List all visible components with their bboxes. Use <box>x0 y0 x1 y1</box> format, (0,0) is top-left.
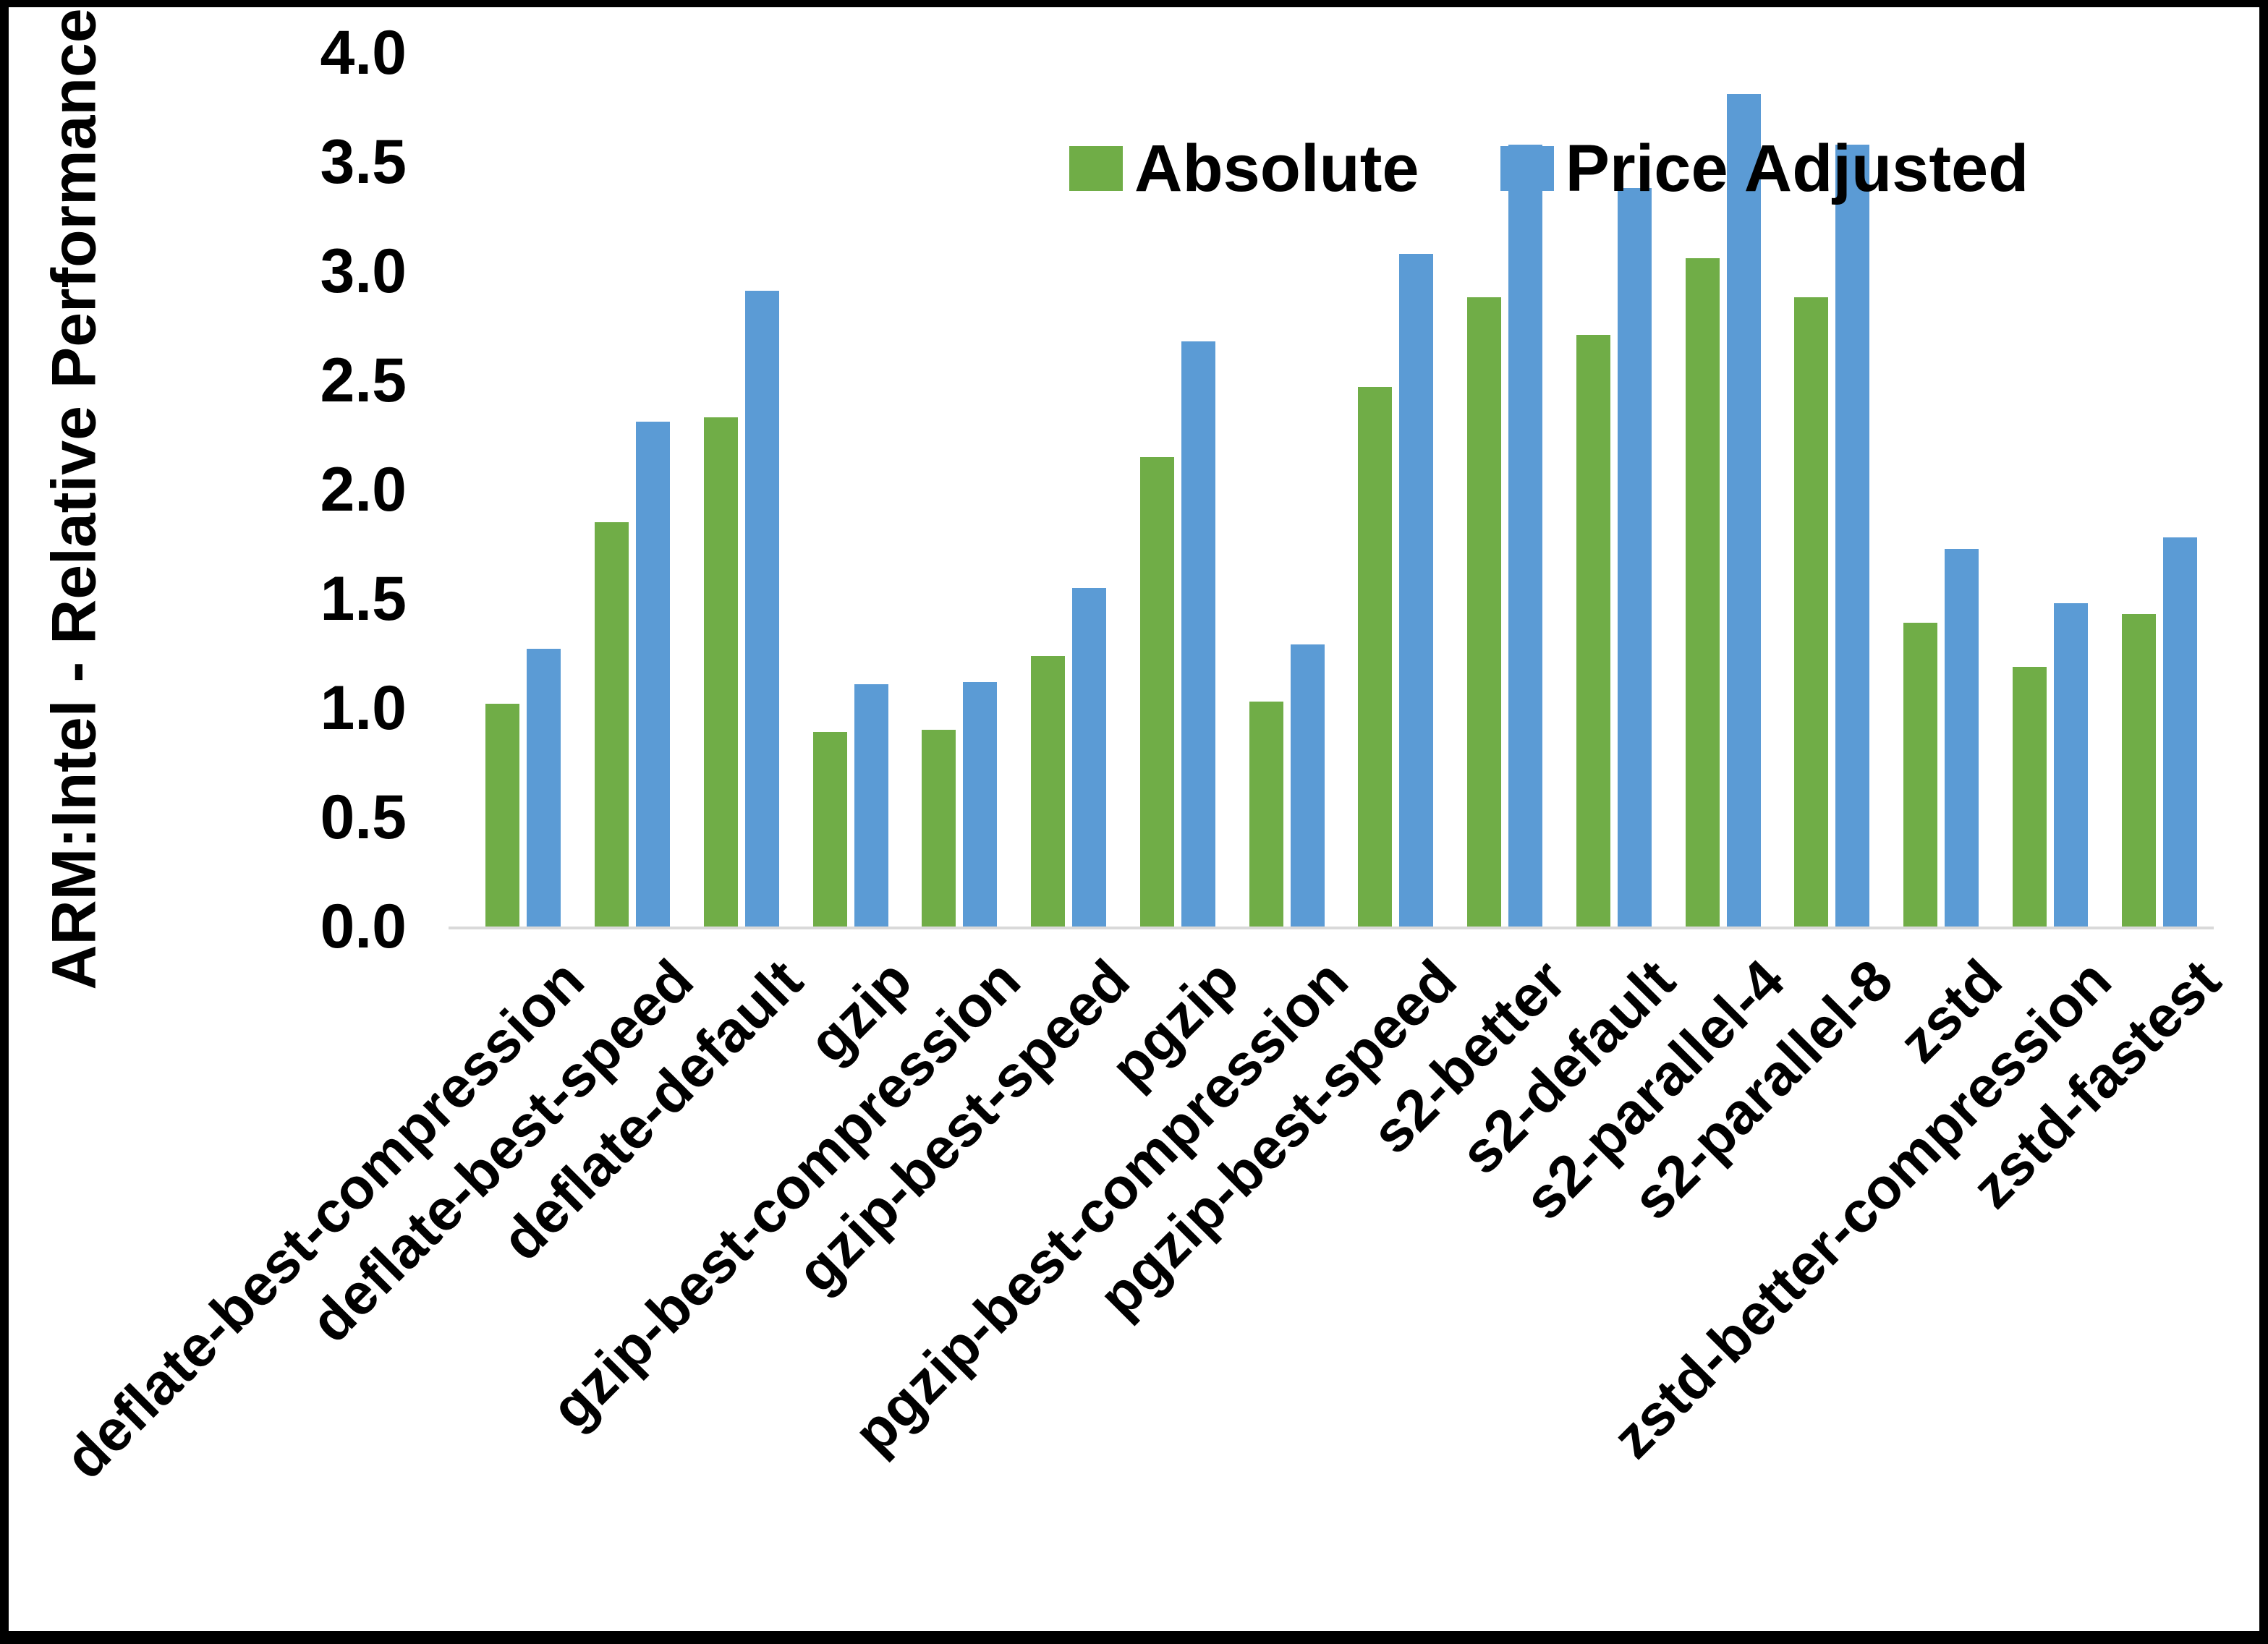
bar-price-adjusted-gzip-best-speed <box>1072 587 1107 927</box>
chart-legend: Absolute Price Adjusted <box>1069 134 2029 203</box>
bar-price-adjusted-deflate-default <box>744 291 779 927</box>
legend-label: Price Adjusted <box>1565 132 2029 205</box>
y-tick-label-3.0: 3.0 <box>320 237 407 306</box>
y-tick-label-0.0: 0.0 <box>320 892 407 961</box>
bar-group-gzip <box>796 53 905 927</box>
legend-item-price-adjusted: Price Adjusted <box>1500 134 2029 203</box>
bar-absolute-s2-better <box>1467 297 1502 927</box>
legend-label: Absolute <box>1134 132 1419 205</box>
bar-price-adjusted-s2-better <box>1508 144 1543 927</box>
bar-price-adjusted-s2-parallel-4 <box>1726 94 1761 927</box>
bar-group-gzip-best-compression <box>905 53 1014 927</box>
bar-absolute-gzip-best-compression <box>922 730 956 927</box>
bar-absolute-deflate-default <box>703 417 738 927</box>
y-tick-label-1.0: 1.0 <box>320 673 407 743</box>
bar-absolute-s2-parallel-8 <box>1794 297 1829 927</box>
bar-absolute-zstd <box>1903 623 1938 927</box>
bar-group-pgzip <box>1124 53 1233 927</box>
bar-group-s2-default <box>1560 53 1669 927</box>
bar-absolute-pgzip-best-compression <box>1249 701 1283 927</box>
bar-absolute-zstd-better-compression <box>2012 666 2047 927</box>
y-axis-title: ARM:Intel - Relative Performance <box>39 8 109 990</box>
legend-swatch-icon <box>1500 146 1554 191</box>
bar-absolute-s2-parallel-4 <box>1685 257 1720 927</box>
bar-absolute-gzip-best-speed <box>1031 655 1066 927</box>
bar-absolute-s2-default <box>1576 334 1610 927</box>
bar-absolute-deflate-best-speed <box>595 522 629 927</box>
bar-price-adjusted-pgzip-best-speed <box>1399 253 1434 927</box>
bar-group-pgzip-best-compression <box>1232 53 1341 927</box>
bar-absolute-pgzip-best-speed <box>1358 387 1393 927</box>
bar-price-adjusted-zstd-better-compression <box>2053 603 2088 927</box>
bar-group-deflate-best-compression <box>469 53 578 927</box>
y-tick-label-1.5: 1.5 <box>320 564 407 634</box>
bar-group-zstd-better-compression <box>1996 53 2105 927</box>
bar-group-s2-better <box>1451 53 1560 927</box>
bar-price-adjusted-gzip <box>854 683 888 927</box>
bar-group-s2-parallel-8 <box>1778 53 1887 927</box>
bar-price-adjusted-deflate-best-compression <box>527 649 561 927</box>
bar-group-pgzip-best-speed <box>1341 53 1451 927</box>
bar-price-adjusted-gzip-best-compression <box>963 681 998 927</box>
bar-absolute-zstd-fastest <box>2121 614 2156 927</box>
bar-price-adjusted-pgzip <box>1181 341 1215 927</box>
bar-absolute-gzip <box>812 732 847 927</box>
bars-container <box>449 53 2214 927</box>
plot-area: Absolute Price Adjusted <box>449 53 2214 929</box>
bar-absolute-pgzip <box>1139 456 1174 927</box>
bar-price-adjusted-pgzip-best-compression <box>1290 644 1325 927</box>
bar-absolute-deflate-best-compression <box>485 703 520 927</box>
bar-price-adjusted-zstd-fastest <box>2162 537 2197 927</box>
y-tick-label-0.5: 0.5 <box>320 783 407 852</box>
y-tick-label-2.0: 2.0 <box>320 455 407 524</box>
y-tick-label-2.5: 2.5 <box>320 346 407 415</box>
bar-group-deflate-best-speed <box>578 53 687 927</box>
bar-price-adjusted-deflate-best-speed <box>636 422 671 927</box>
bar-price-adjusted-s2-default <box>1617 188 1652 927</box>
bar-price-adjusted-zstd <box>1945 548 1979 927</box>
bar-group-deflate-default <box>687 53 797 927</box>
legend-item-absolute: Absolute <box>1069 134 1419 203</box>
bar-group-zstd <box>1887 53 1996 927</box>
bar-group-s2-parallel-4 <box>1668 53 1778 927</box>
y-tick-label-3.5: 3.5 <box>320 127 407 197</box>
bar-group-zstd-fastest <box>2105 53 2214 927</box>
bar-price-adjusted-s2-parallel-8 <box>1835 144 1870 927</box>
y-tick-label-4.0: 4.0 <box>320 18 407 88</box>
legend-swatch-icon <box>1069 146 1123 191</box>
bar-group-gzip-best-speed <box>1014 53 1124 927</box>
